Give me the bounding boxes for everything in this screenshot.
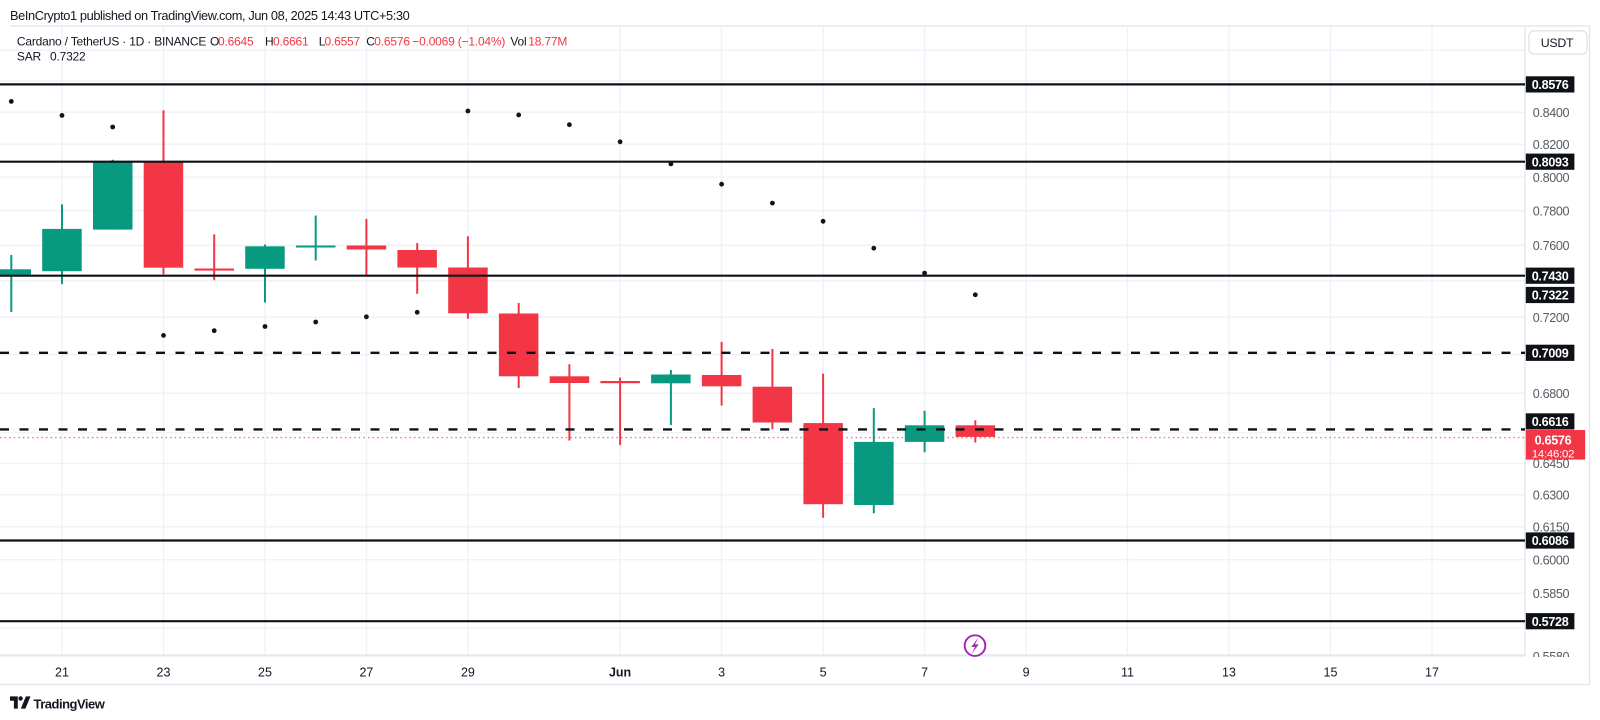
svg-text:0.8576: 0.8576 — [1532, 78, 1569, 92]
svg-text:0.8093: 0.8093 — [1532, 155, 1569, 169]
svg-text:0.8000: 0.8000 — [1533, 171, 1570, 185]
svg-text:Vol: Vol — [510, 35, 526, 49]
svg-text:7: 7 — [921, 666, 928, 680]
svg-text:0.6300: 0.6300 — [1533, 489, 1570, 503]
svg-text:0.7430: 0.7430 — [1532, 269, 1569, 283]
svg-text:11: 11 — [1121, 666, 1134, 680]
svg-text:0.5728: 0.5728 — [1532, 615, 1569, 629]
svg-text:Jun: Jun — [609, 666, 631, 680]
svg-text:0.6800: 0.6800 — [1533, 387, 1570, 401]
svg-text:17: 17 — [1425, 666, 1439, 680]
svg-text:0.6450: 0.6450 — [1533, 457, 1570, 471]
svg-text:USDT: USDT — [1541, 36, 1574, 50]
svg-text:0.6645: 0.6645 — [218, 35, 254, 49]
svg-text:0.7322: 0.7322 — [50, 50, 86, 64]
svg-text:0.8200: 0.8200 — [1533, 138, 1570, 152]
svg-text:5: 5 — [820, 666, 827, 680]
svg-text:C: C — [366, 35, 375, 49]
svg-text:0.6086: 0.6086 — [1532, 534, 1569, 548]
svg-text:29: 29 — [461, 666, 475, 680]
svg-text:0.5580: 0.5580 — [1533, 650, 1570, 664]
svg-text:3: 3 — [718, 666, 725, 680]
svg-text:0.6150: 0.6150 — [1533, 521, 1570, 535]
svg-text:13: 13 — [1222, 666, 1236, 680]
svg-text:O: O — [210, 35, 219, 49]
svg-text:Cardano / TetherUS · 1D · BINA: Cardano / TetherUS · 1D · BINANCE — [17, 35, 206, 49]
svg-text:TradingView: TradingView — [34, 696, 106, 711]
svg-text:25: 25 — [258, 666, 272, 680]
svg-text:SAR: SAR — [17, 50, 42, 64]
svg-text:14:46:02: 14:46:02 — [1532, 448, 1574, 460]
svg-text:0.7200: 0.7200 — [1533, 311, 1570, 325]
svg-text:H: H — [265, 35, 273, 49]
svg-text:23: 23 — [157, 666, 171, 680]
svg-text:15: 15 — [1324, 666, 1338, 680]
svg-text:0.6661: 0.6661 — [273, 35, 309, 49]
svg-text:0.7009: 0.7009 — [1532, 347, 1569, 361]
svg-text:21: 21 — [55, 666, 69, 680]
svg-text:9: 9 — [1023, 666, 1030, 680]
svg-text:0.6616: 0.6616 — [1532, 415, 1569, 429]
svg-text:0.6557: 0.6557 — [325, 35, 361, 49]
svg-text:18.77M: 18.77M — [528, 35, 567, 49]
svg-text:27: 27 — [359, 666, 373, 680]
svg-text:0.8400: 0.8400 — [1533, 106, 1570, 120]
svg-text:BeInCrypto1 published on Tradi: BeInCrypto1 published on TradingView.com… — [10, 8, 410, 23]
svg-text:−0.0069 (−1.04%): −0.0069 (−1.04%) — [412, 35, 505, 49]
svg-text:0.6000: 0.6000 — [1533, 553, 1570, 567]
svg-text:0.7800: 0.7800 — [1533, 204, 1570, 218]
svg-text:0.5850: 0.5850 — [1533, 587, 1570, 601]
svg-text:0.6576: 0.6576 — [1535, 434, 1572, 448]
svg-text:0.6576: 0.6576 — [374, 35, 410, 49]
svg-text:L: L — [319, 35, 326, 49]
svg-text:0.7600: 0.7600 — [1533, 239, 1570, 253]
svg-text:0.7322: 0.7322 — [1532, 289, 1569, 303]
